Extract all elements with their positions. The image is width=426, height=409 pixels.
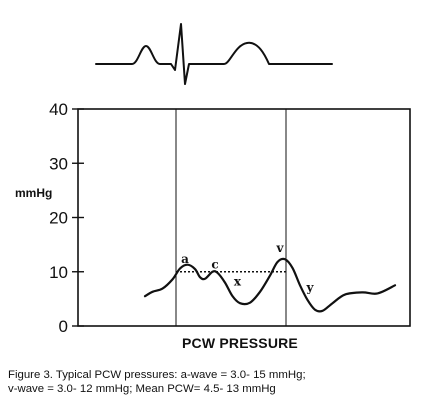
wave-label-a: a — [181, 252, 189, 266]
pressure-series — [143, 257, 397, 313]
wave-label-x: x — [234, 274, 242, 288]
y-tick-label: 30 — [49, 154, 68, 173]
ecg-waveform — [95, 23, 333, 85]
y-tick-label: 10 — [49, 263, 68, 282]
y-tick-label: 40 — [49, 100, 68, 119]
wave-labels: a c x v y — [181, 241, 314, 294]
wave-label-y: y — [306, 280, 315, 294]
ecg-trace — [95, 23, 333, 85]
y-tick-label: 0 — [59, 317, 68, 336]
figure-caption: Figure 3. Typical PCW pressures: a-wave … — [8, 368, 418, 396]
gridlines — [175, 109, 287, 326]
x-axis-label: PCW PRESSURE — [182, 335, 298, 351]
y-tick-label: 20 — [49, 209, 68, 228]
caption-line-1: Figure 3. Typical PCW pressures: a-wave … — [8, 369, 306, 381]
wave-label-c: c — [211, 257, 218, 271]
wave-label-v: v — [276, 241, 285, 255]
y-axis-label: mmHg — [15, 186, 52, 200]
pcw-pressure-line — [143, 257, 397, 313]
y-axis-ticks: 0 10 20 30 40 — [49, 100, 84, 336]
caption-line-2: v-wave = 3.0- 12 mmHg; Mean PCW= 4.5- 13… — [8, 383, 276, 395]
